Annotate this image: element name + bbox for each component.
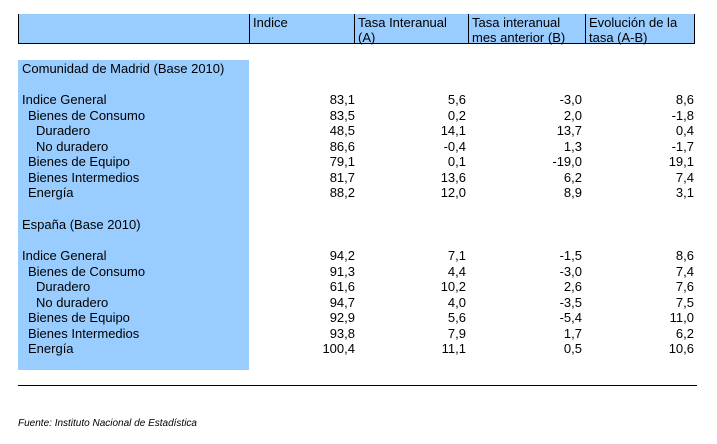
row-value: 6,2: [675, 325, 694, 341]
row-value: -3,5: [559, 294, 582, 310]
header-text: Indice: [253, 15, 288, 30]
row-label: Energía: [28, 341, 74, 356]
row-value: 10,2: [440, 279, 466, 294]
row-value: 7,1: [447, 248, 466, 263]
table-header: Indice Tasa Interanual (A) Tasa interanual m…: [18, 14, 695, 45]
row-value: 8,9: [563, 185, 582, 200]
row-label: Bienes Intermedios: [28, 325, 140, 341]
row-value: 10,6: [668, 341, 694, 356]
row-value: 0,5: [563, 341, 582, 356]
row-value: 19,1: [668, 154, 694, 169]
row-value: -1,5: [559, 248, 582, 263]
row-value: 4,0: [447, 294, 466, 310]
row-value: 5,6: [447, 92, 466, 107]
row-label: Bienes Intermedios: [28, 169, 140, 185]
row-value: 5,6: [447, 310, 466, 325]
row-label: Bienes de Consumo: [28, 107, 146, 123]
row-label: Bienes de Equipo: [28, 154, 130, 169]
row-value: 8,6: [675, 248, 694, 263]
header-text: Tasa interanual: [472, 15, 561, 30]
row-value: 8,6: [675, 92, 694, 107]
row-value: -3,0: [559, 263, 582, 279]
row-value: 88,2: [329, 185, 355, 200]
row-value: 92,9: [329, 310, 355, 325]
row-value: -19,0: [552, 154, 582, 169]
row-value: 7,9: [447, 325, 466, 341]
header-cell-0: [18, 14, 249, 44]
header-text: tasa (A-B): [589, 30, 648, 45]
row-value: 0,4: [675, 123, 694, 138]
header-cell-3: Tasa interanual mes anterior (B): [468, 14, 585, 45]
row-label: No duradero: [36, 138, 109, 154]
row-value: -1,8: [671, 107, 694, 123]
row-value: 93,8: [329, 325, 355, 341]
row-label: Bienes de Consumo: [28, 263, 146, 279]
row-label: Indice General: [22, 92, 107, 107]
row-value: 48,5: [329, 123, 355, 138]
row-value: 61,6: [329, 279, 355, 294]
row-value: 81,7: [329, 169, 355, 185]
row-value: 83,5: [329, 107, 355, 123]
row-label: No duradero: [36, 294, 109, 310]
row-label: Indice General: [22, 248, 107, 263]
section-title: España (Base 2010): [22, 217, 141, 232]
row-value: 11,0: [669, 310, 694, 325]
row-value: 7,4: [675, 169, 694, 185]
row-value: 7,5: [675, 294, 694, 310]
row-value: 2,0: [563, 107, 582, 123]
row-value: 94,7: [329, 294, 355, 310]
row-value: 14,1: [440, 123, 466, 138]
row-value: 13,7: [556, 123, 582, 138]
source-note: Fuente: Instituto Nacional de Estadístic…: [18, 418, 197, 429]
row-label: Energía: [28, 185, 74, 200]
row-value: 6,2: [563, 169, 582, 185]
row-value: 91,3: [329, 263, 355, 279]
header-text: (A): [358, 30, 376, 45]
row-label: Bienes de Equipo: [28, 310, 130, 325]
row-value: 2,6: [563, 279, 582, 294]
row-value: 100,4: [322, 341, 355, 356]
row-value: 3,1: [675, 185, 694, 200]
row-value: 86,6: [329, 138, 355, 154]
row-value: 4,4: [447, 263, 466, 279]
header-text: mes anterior (B): [472, 30, 566, 45]
row-value: 0,1: [447, 154, 466, 169]
row-label: Duradero: [36, 123, 91, 138]
row-value: 11,1: [441, 341, 466, 356]
row-value: -5,4: [559, 310, 582, 325]
label-column-band: [18, 60, 249, 370]
row-value: 13,6: [440, 169, 466, 185]
row-value: 7,6: [675, 279, 694, 294]
row-value: -3,0: [559, 92, 582, 107]
row-value: 79,1: [329, 154, 355, 169]
row-value: 1,3: [563, 138, 582, 154]
header-cell-1: Indice: [249, 14, 354, 44]
row-value: 83,1: [329, 92, 355, 107]
row-value: -1,7: [671, 138, 694, 154]
bottom-rule: [18, 385, 697, 386]
row-label: Duradero: [36, 279, 91, 294]
section-title: Comunidad de Madrid (Base 2010): [22, 61, 225, 76]
row-value: -0,4: [443, 138, 466, 154]
header-cell-4: Evolución de la tasa (A-B): [585, 14, 695, 45]
row-value: 0,2: [447, 107, 466, 123]
header-text: Evolución de la: [589, 15, 678, 30]
row-value: 12,0: [440, 185, 466, 200]
row-value: 7,4: [675, 263, 694, 279]
row-value: 1,7: [563, 325, 582, 341]
header-text: Tasa Interanual: [358, 15, 447, 30]
header-cell-2: Tasa Interanual (A): [354, 14, 468, 45]
row-value: 94,2: [329, 248, 355, 263]
